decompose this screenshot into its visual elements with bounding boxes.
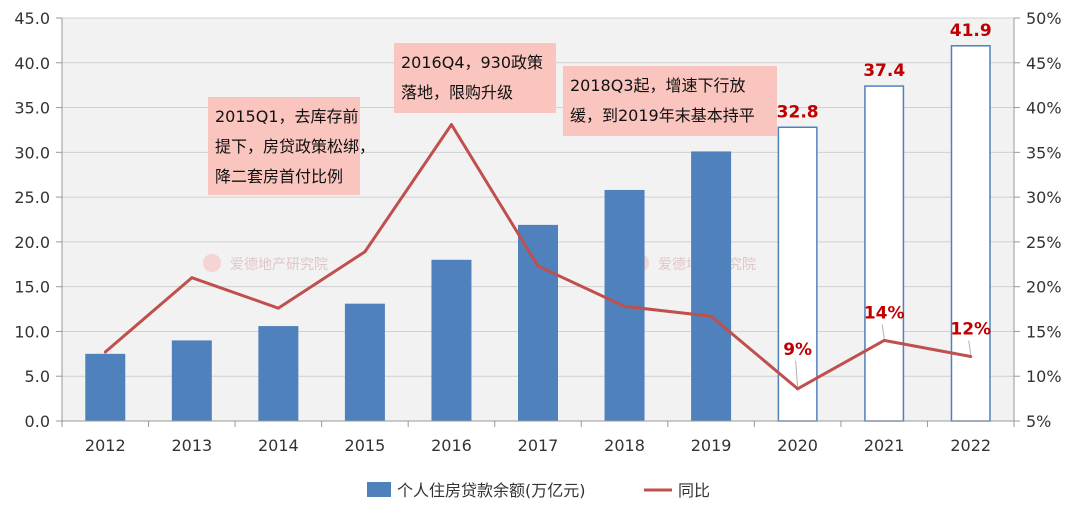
bar xyxy=(431,259,472,421)
callout-box xyxy=(208,97,360,195)
bar-value-label: 37.4 xyxy=(863,61,905,81)
y-right-tick-label: 45% xyxy=(1026,54,1062,73)
bar-series xyxy=(85,45,991,422)
yoy-point xyxy=(969,355,973,359)
x-tick-label: 2013 xyxy=(171,436,212,455)
yoy-point xyxy=(623,304,627,308)
yoy-point xyxy=(709,314,713,318)
data-labels: 32.8 37.4 41.9 9% 14% 12% xyxy=(777,21,992,387)
x-tick-label: 2021 xyxy=(864,436,905,455)
y-left-tick-label: 30.0 xyxy=(14,143,50,162)
bar xyxy=(171,340,212,421)
callout-line: 2015Q1，去库存前 xyxy=(215,107,359,126)
callout-line: 落地，限购升级 xyxy=(401,83,513,102)
axes: 0.0 5.0 10.0 15.0 20.0 25.0 30.0 35.0 40.0 45.0 5%… xyxy=(14,9,1061,455)
callout-box xyxy=(394,43,556,113)
legend-bar-swatch xyxy=(367,482,391,497)
x-tick-label: 2012 xyxy=(85,436,126,455)
legend-line-label: 同比 xyxy=(678,481,710,500)
y-left-tick-label: 15.0 xyxy=(14,278,50,297)
x-tick-label: 2017 xyxy=(518,436,559,455)
bar-forecast xyxy=(864,85,905,422)
line-series xyxy=(103,123,973,391)
callout-line: 2016Q4，930政策 xyxy=(401,53,543,72)
line-value-label: 12% xyxy=(950,320,991,340)
y-left-tick-label: 35.0 xyxy=(14,99,50,118)
x-tick-label: 2014 xyxy=(258,436,299,455)
y-left-tick-label: 5.0 xyxy=(25,367,50,386)
bar-value-label: 41.9 xyxy=(950,21,992,41)
callout-line: 降二套房首付比例 xyxy=(215,167,343,186)
y-right-tick-label: 30% xyxy=(1026,188,1062,207)
legend-bar-label: 个人住房贷款余额(万亿元) xyxy=(397,481,586,500)
watermark-text: 爱德地产研究院 xyxy=(230,257,328,273)
y-right-tick-label: 20% xyxy=(1026,278,1062,297)
y-right-tick-label: 50% xyxy=(1026,9,1062,28)
yoy-point xyxy=(103,350,107,354)
y-right-tick-label: 10% xyxy=(1026,367,1062,386)
label-leader xyxy=(881,324,885,339)
bar xyxy=(691,151,732,421)
line-value-label: 14% xyxy=(864,303,905,323)
y-left-tick-label: 10.0 xyxy=(14,322,50,341)
bar xyxy=(258,326,299,421)
callout-line: 2018Q3起，增速下行放 xyxy=(570,76,746,95)
y-left-tick-label: 0.0 xyxy=(25,412,50,431)
yoy-point xyxy=(882,338,886,342)
yoy-point xyxy=(449,123,453,127)
yoy-point xyxy=(536,264,540,268)
label-leader xyxy=(968,340,972,355)
y-right-tick-label: 15% xyxy=(1026,322,1062,341)
x-tick-label: 2015 xyxy=(345,436,386,455)
callout-line: 提下，房贷政策松绑， xyxy=(215,137,375,156)
bar xyxy=(85,353,126,421)
y-left-tick-label: 40.0 xyxy=(14,54,50,73)
yoy-point xyxy=(796,387,800,391)
callout-line: 缓，到2019年末基本持平 xyxy=(570,106,755,125)
y-right-tick-label: 25% xyxy=(1026,233,1062,252)
y-left-tick-label: 20.0 xyxy=(14,233,50,252)
y-right-tick-label: 35% xyxy=(1026,143,1062,162)
x-tick-label: 2020 xyxy=(777,436,818,455)
x-tick-label: 2016 xyxy=(431,436,472,455)
x-tick-label: 2019 xyxy=(691,436,732,455)
bar xyxy=(344,303,385,421)
x-tick-label: 2018 xyxy=(604,436,645,455)
y-left-tick-label: 25.0 xyxy=(14,188,50,207)
yoy-point xyxy=(363,250,367,254)
y-right-tick-label: 5% xyxy=(1026,412,1051,431)
y-left-tick-label: 45.0 xyxy=(14,9,50,28)
yoy-point xyxy=(190,276,194,280)
label-leader xyxy=(795,360,799,387)
bar-forecast xyxy=(950,45,991,422)
legend: 个人住房贷款余额(万亿元) 同比 xyxy=(367,481,710,500)
bar-value-label: 32.8 xyxy=(777,102,819,122)
y-right-tick-label: 40% xyxy=(1026,99,1062,118)
line-value-label: 9% xyxy=(783,340,812,360)
yoy-point xyxy=(276,306,280,310)
callout-box xyxy=(563,66,777,136)
watermark-logo xyxy=(203,254,221,272)
bar xyxy=(518,224,558,421)
x-tick-label: 2022 xyxy=(950,436,991,455)
